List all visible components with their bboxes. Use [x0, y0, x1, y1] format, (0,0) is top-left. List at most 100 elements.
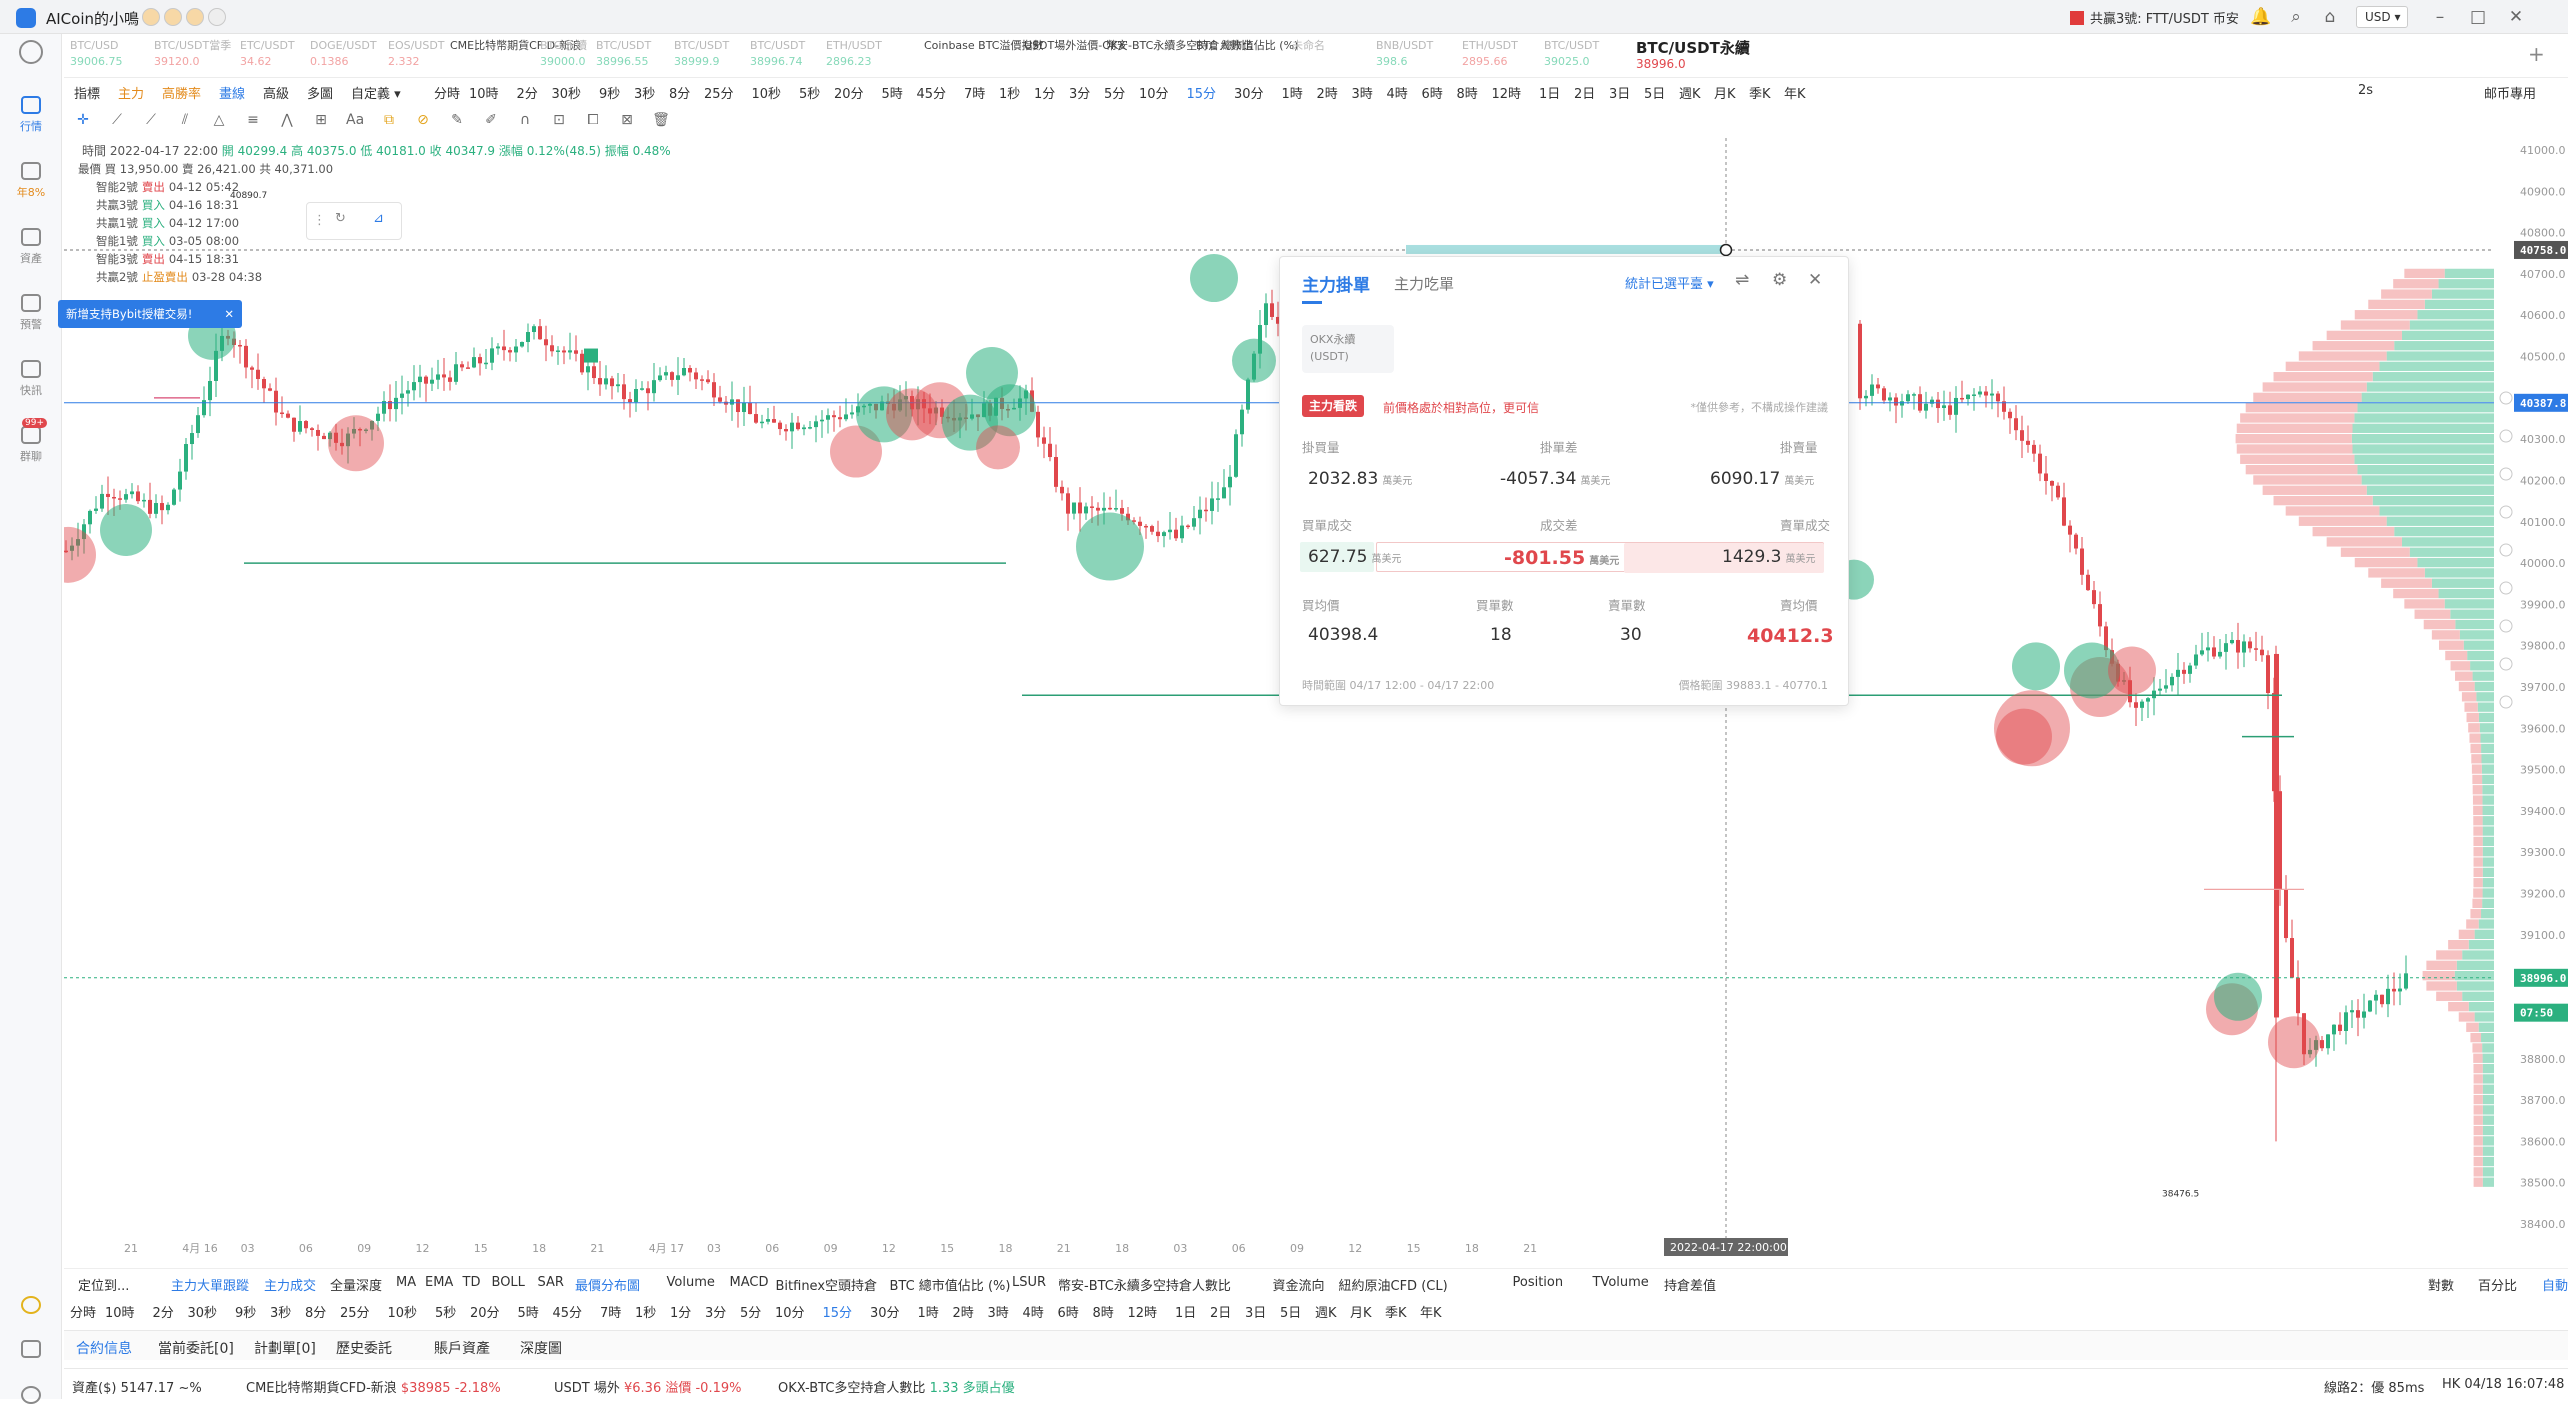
ticker-item[interactable]: BNB/USDT 398.6 — [1376, 38, 1456, 70]
shape-tool-icon[interactable]: ⧉ — [384, 112, 394, 128]
scale-option-2[interactable]: 自動 — [2542, 1279, 2568, 1294]
timeframe-bottom-9[interactable]: 5秒 — [435, 1306, 457, 1321]
trash-icon[interactable]: 🗑 — [652, 112, 670, 128]
timeframe-24[interactable]: 5分 — [1104, 87, 1126, 102]
tab-main-orders[interactable]: 主力掛單 — [1302, 276, 1370, 296]
timeframe-41[interactable]: 季K — [1749, 87, 1771, 102]
dedicated-mode[interactable]: 邮币專用 — [2484, 87, 2537, 102]
indicator-1[interactable]: 主力大單跟蹤 — [171, 1279, 250, 1294]
timeframe-bottom-14[interactable]: 1秒 — [635, 1306, 657, 1321]
whale-bubble[interactable] — [830, 425, 882, 478]
add-tab-icon[interactable]: + — [2528, 42, 2545, 66]
timeframe-21[interactable]: 1秒 — [999, 87, 1021, 102]
zoom-icon[interactable] — [2499, 391, 2513, 405]
search-icon[interactable]: ⌕ — [2291, 7, 2301, 27]
sidebar-item-news[interactable]: 快訊 — [0, 360, 62, 398]
indicator-2[interactable]: 主力成交 — [264, 1279, 317, 1294]
ratio-status[interactable]: OKX-BTC多空持倉人數比 1.33 多頭占優 — [778, 1381, 1015, 1396]
sidebar-item-assets[interactable]: 資產 — [0, 228, 62, 266]
ticker-item[interactable]: 幣安-BTC永續多空持倉人數比 — [1106, 38, 1252, 54]
timeframe-37[interactable]: 3日 — [1609, 87, 1631, 102]
usdt-status[interactable]: USDT 場外 ¥6.36 溢價 -0.19% — [554, 1381, 742, 1396]
timeframe-bottom-8[interactable]: 10秒 — [387, 1306, 418, 1321]
timeframe-bottom-32[interactable]: 週K — [1315, 1306, 1337, 1321]
lock-tool-icon[interactable]: ⊡ — [553, 112, 565, 128]
reset-icon[interactable] — [2499, 657, 2513, 671]
timeframe-bottom-5[interactable]: 3秒 — [270, 1306, 292, 1321]
timeframe-bottom-12[interactable]: 45分 — [552, 1306, 583, 1321]
screenshot-icon[interactable] — [2499, 505, 2513, 519]
timeframe-18[interactable]: 5時 — [881, 87, 903, 102]
timeframe-39[interactable]: 週K — [1679, 87, 1701, 102]
timeframe-bottom-16[interactable]: 3分 — [705, 1306, 727, 1321]
eraser-tool-icon[interactable]: ✐ — [485, 112, 497, 128]
timeframe-3[interactable]: 畫線 — [219, 87, 246, 102]
indicator-4[interactable]: MA — [396, 1275, 417, 1290]
timeframe-bottom-33[interactable]: 月K — [1350, 1306, 1372, 1321]
timeframe-27[interactable]: 30分 — [1234, 87, 1264, 102]
timeframe-20[interactable]: 7時 — [964, 87, 986, 102]
active-ticker[interactable]: BTC/USDT永續 38996.0 — [1636, 40, 1750, 72]
indicator-20[interactable]: 持倉差值 — [1664, 1279, 1717, 1294]
timeframe-30[interactable]: 3時 — [1351, 87, 1373, 102]
clock-icon[interactable] — [208, 8, 226, 26]
timeframe-26[interactable]: 15分 — [1186, 87, 1217, 102]
timeframe-4[interactable]: 高級 — [263, 87, 290, 102]
bottom-tab-3[interactable]: 歷史委託 — [336, 1341, 392, 1357]
indicator-13[interactable]: BTC 總市值佔比 (%) — [889, 1279, 1011, 1294]
refresh-icon[interactable]: ↻ — [335, 211, 346, 226]
timeframe-7[interactable]: 分時 — [434, 87, 461, 102]
chart-toggle-icon[interactable]: ⊿ — [373, 211, 384, 226]
close-icon[interactable]: ✕ — [1808, 270, 1823, 290]
ticker-item[interactable]: BTC 總市值佔比 (%) — [1196, 38, 1298, 54]
timeframe-bottom-23[interactable]: 3時 — [987, 1306, 1009, 1321]
ticker-item[interactable]: CME比特幣期貨CF D-新浪 — [450, 38, 581, 54]
bybit-tooltip[interactable]: 新增支持Bybit授權交易! ✕ — [58, 300, 242, 328]
timeframe-bottom-26[interactable]: 8時 — [1092, 1306, 1114, 1321]
copy-tool-icon[interactable]: ⧠ — [587, 112, 599, 128]
shirt-icon[interactable]: ⌂ — [2324, 7, 2336, 27]
gear-icon[interactable]: ⚙ — [1772, 270, 1788, 290]
asset-status[interactable]: 資產($) 5147.17 ~% — [72, 1381, 202, 1396]
ticker-item[interactable]: EOS/USDT 2.332 — [388, 38, 445, 70]
ticker-item[interactable]: USDT場外溢價-OKX — [1024, 38, 1126, 54]
magnet-tool-icon[interactable]: ∩ — [519, 112, 531, 128]
timeframe-bottom-20[interactable]: 30分 — [870, 1306, 900, 1321]
bottom-tab-1[interactable]: 當前委託[0] — [158, 1341, 234, 1357]
indicator-10[interactable]: Volume — [666, 1275, 715, 1290]
indicator-14[interactable]: LSUR — [1012, 1275, 1047, 1290]
whale-bubble[interactable] — [2012, 642, 2060, 691]
window-status-icon[interactable] — [164, 8, 182, 26]
indicator-5[interactable]: EMA — [425, 1275, 454, 1290]
timeframe-32[interactable]: 6時 — [1421, 87, 1443, 102]
timeframe-34[interactable]: 12時 — [1491, 87, 1522, 102]
whale-bubble[interactable] — [1076, 512, 1144, 581]
sidebar-settings-icon[interactable] — [0, 1386, 62, 1408]
timeframe-5[interactable]: 多圖 — [307, 87, 334, 102]
whale-bubble[interactable] — [1994, 690, 2070, 767]
ticker-item[interactable]: ETH/USDT 2896.23 — [826, 38, 918, 70]
ticker-item[interactable]: BTC/USDT 38999.9 — [674, 38, 744, 70]
sidebar-item-market[interactable]: 行情 — [0, 96, 62, 134]
timeframe-bottom-27[interactable]: 12時 — [1127, 1306, 1158, 1321]
timeframe-bottom-31[interactable]: 5日 — [1280, 1306, 1302, 1321]
legend-head[interactable]: 最價 買 13,950.00 賣 26,421.00 共 40,371.00 — [78, 162, 334, 176]
timeframe-bottom-2[interactable]: 2分 — [152, 1306, 174, 1321]
minimize-icon[interactable]: – — [2435, 7, 2445, 27]
close-icon[interactable]: ✕ — [2508, 7, 2524, 27]
sidebar-bulb-icon[interactable] — [0, 1296, 62, 1318]
timeframe-35[interactable]: 1日 — [1539, 87, 1561, 102]
timeframe-2[interactable]: 高勝率 — [162, 87, 202, 102]
timeframe-15[interactable]: 10秒 — [751, 87, 782, 102]
timeframe-bottom-1[interactable]: 10時 — [105, 1306, 135, 1321]
indicator-0[interactable]: 定位到... — [78, 1279, 130, 1294]
window-status-icon[interactable] — [186, 8, 204, 26]
whale-bubble[interactable] — [1996, 708, 2052, 765]
indicator-6[interactable]: TD — [462, 1275, 481, 1290]
price-chart[interactable]: 41000.0 40900.0 40800.0 40700.0 40600.0 40500… — [64, 138, 2568, 1265]
sidebar-item-chat[interactable]: 99+ 群聊 — [0, 418, 62, 464]
currency-select[interactable]: USD ▾ — [2356, 6, 2408, 28]
whale-bubble[interactable] — [100, 504, 152, 557]
ticker-item[interactable]: ETH/USDT 2895.66 — [1462, 38, 1538, 70]
text-tool-icon[interactable]: Aa — [346, 112, 365, 128]
